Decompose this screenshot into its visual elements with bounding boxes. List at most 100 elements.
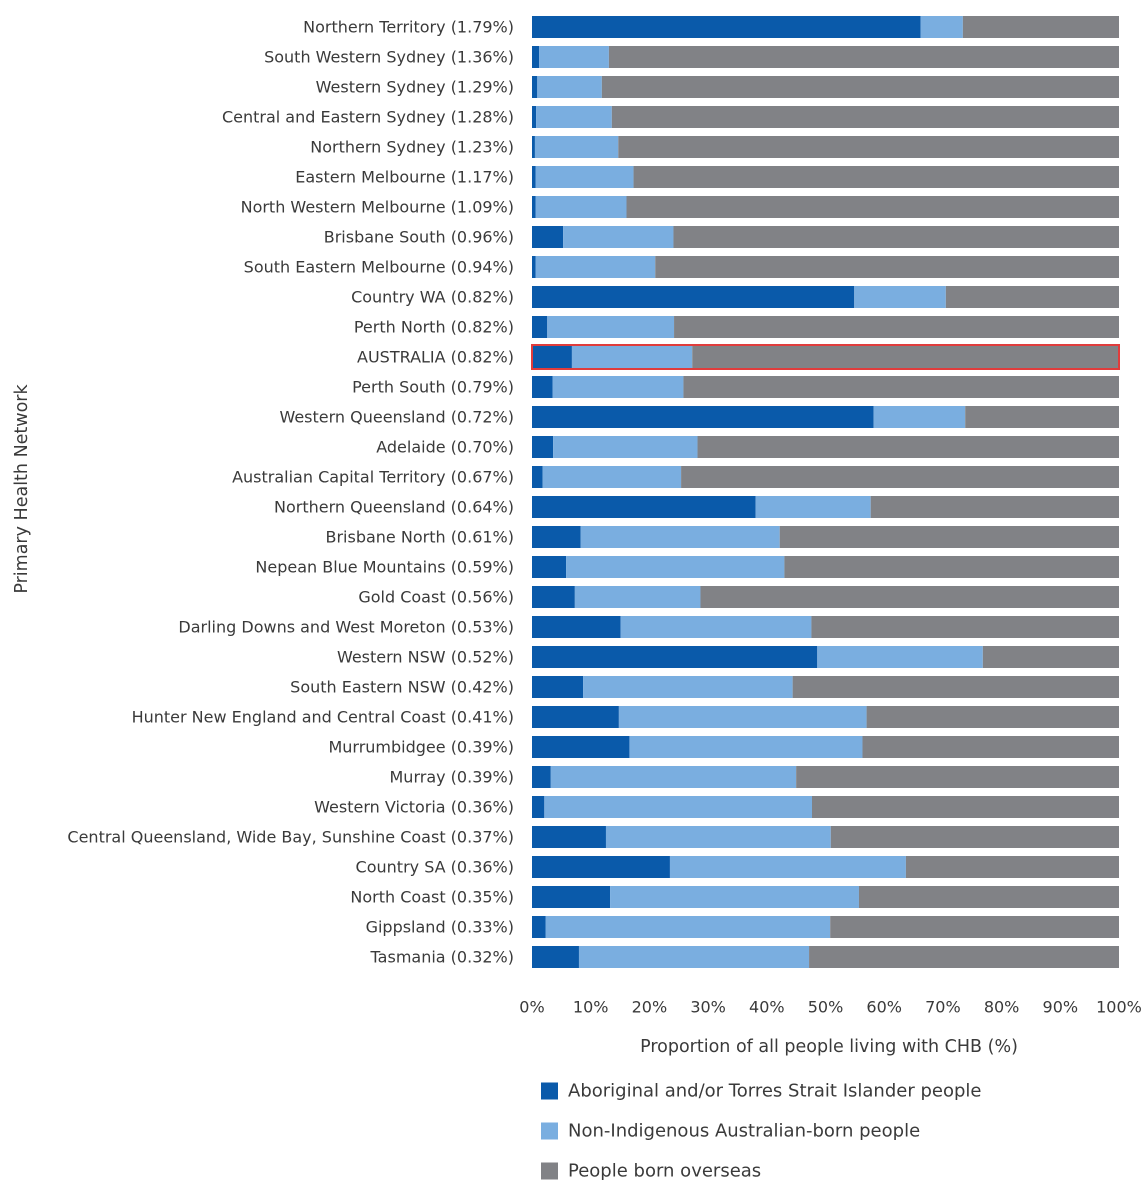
bar-non-indigenous-australian-born-people-murrumbidgee-0-39	[629, 736, 863, 758]
bar-non-indigenous-australian-born-people-central-and-eastern-sydney-1-28	[536, 106, 612, 128]
bar-people-born-overseas-western-nsw-0-52	[982, 646, 1119, 668]
bar-non-indigenous-australian-born-people-murray-0-39	[550, 766, 797, 788]
category-label: Perth North (0.82%)	[354, 318, 514, 337]
bar-aboriginal-and-or-torres-strait-islander-people-darling-downs-and-west-moreton-0-53	[532, 616, 621, 638]
category-label: Murrumbidgee (0.39%)	[328, 738, 514, 757]
bar-people-born-overseas-perth-north-0-82	[674, 316, 1119, 338]
bar-aboriginal-and-or-torres-strait-islander-people-australian-capital-territory-0-67	[532, 466, 543, 488]
bar-non-indigenous-australian-born-people-perth-south-0-79	[552, 376, 684, 398]
bar-people-born-overseas-eastern-melbourne-1-17	[633, 166, 1119, 188]
bar-non-indigenous-australian-born-people-hunter-new-england-and-central-coast-0-41	[618, 706, 867, 728]
bar-aboriginal-and-or-torres-strait-islander-people-adelaide-0-70	[532, 436, 554, 458]
category-label: North Coast (0.35%)	[350, 888, 514, 907]
category-label: Northern Territory (1.79%)	[303, 18, 514, 37]
bar-aboriginal-and-or-torres-strait-islander-people-western-victoria-0-36	[532, 796, 545, 818]
bar-non-indigenous-australian-born-people-north-western-melbourne-1-09	[535, 196, 627, 218]
bar-aboriginal-and-or-torres-strait-islander-people-western-queensland-0-72	[532, 406, 874, 428]
x-tick-label: 0%	[519, 998, 544, 1017]
bar-aboriginal-and-or-torres-strait-islander-people-south-western-sydney-1-36	[532, 46, 540, 68]
bar-people-born-overseas-western-queensland-0-72	[965, 406, 1119, 428]
x-tick-label: 60%	[866, 998, 902, 1017]
legend-label: People born overseas	[568, 1161, 761, 1180]
bar-non-indigenous-australian-born-people-eastern-melbourne-1-17	[535, 166, 634, 188]
bar-aboriginal-and-or-torres-strait-islander-people-central-queensland-wide-bay-sunshine-coast-0-37	[532, 826, 606, 848]
category-label: Gold Coast (0.56%)	[358, 588, 514, 607]
bar-people-born-overseas-nepean-blue-mountains-0-59	[784, 556, 1119, 578]
bar-non-indigenous-australian-born-people-western-nsw-0-52	[817, 646, 983, 668]
category-label: Country SA (0.36%)	[356, 858, 514, 877]
category-label: South Eastern Melbourne (0.94%)	[244, 258, 514, 277]
category-label: Darling Downs and West Moreton (0.53%)	[178, 618, 514, 637]
bar-non-indigenous-australian-born-people-western-sydney-1-29	[537, 76, 602, 98]
category-label: Perth South (0.79%)	[352, 378, 514, 397]
bar-non-indigenous-australian-born-people-south-western-sydney-1-36	[539, 46, 609, 68]
bar-people-born-overseas-brisbane-north-0-61	[779, 526, 1119, 548]
bar-non-indigenous-australian-born-people-australian-capital-territory-0-67	[542, 466, 682, 488]
bar-aboriginal-and-or-torres-strait-islander-people-country-wa-0-82	[532, 286, 855, 308]
bar-people-born-overseas-tasmania-0-32	[809, 946, 1119, 968]
bar-non-indigenous-australian-born-people-brisbane-south-0-96	[563, 226, 674, 248]
bar-non-indigenous-australian-born-people-country-sa-0-36	[669, 856, 906, 878]
legend-swatch-non-indigenous-australian-born-people	[541, 1122, 558, 1140]
bar-aboriginal-and-or-torres-strait-islander-people-murrumbidgee-0-39	[532, 736, 630, 758]
bar-aboriginal-and-or-torres-strait-islander-people-murray-0-39	[532, 766, 551, 788]
category-label: Australian Capital Territory (0.67%)	[232, 468, 514, 487]
bar-people-born-overseas-brisbane-south-0-96	[673, 226, 1119, 248]
bar-people-born-overseas-western-victoria-0-36	[812, 796, 1119, 818]
bar-aboriginal-and-or-torres-strait-islander-people-northern-sydney-1-23	[532, 136, 535, 158]
legend-swatch-aboriginal-and-or-torres-strait-islander-people	[541, 1082, 558, 1100]
bar-people-born-overseas-south-eastern-nsw-0-42	[792, 676, 1119, 698]
bar-people-born-overseas-northern-territory-1-79	[962, 16, 1119, 38]
bar-people-born-overseas-north-coast-0-35	[858, 886, 1119, 908]
bar-people-born-overseas-australia-0-82	[692, 346, 1119, 368]
bar-people-born-overseas-northern-queensland-0-64	[870, 496, 1119, 518]
bar-aboriginal-and-or-torres-strait-islander-people-australia-0-82	[532, 346, 572, 368]
bar-non-indigenous-australian-born-people-gippsland-0-33	[545, 916, 831, 938]
bar-aboriginal-and-or-torres-strait-islander-people-nepean-blue-mountains-0-59	[532, 556, 567, 578]
bar-non-indigenous-australian-born-people-south-eastern-nsw-0-42	[583, 676, 793, 698]
bar-people-born-overseas-north-western-melbourne-1-09	[626, 196, 1119, 218]
bar-non-indigenous-australian-born-people-australia-0-82	[571, 346, 693, 368]
bar-people-born-overseas-murrumbidgee-0-39	[862, 736, 1119, 758]
x-tick-label: 80%	[984, 998, 1020, 1017]
bar-non-indigenous-australian-born-people-country-wa-0-82	[854, 286, 946, 308]
bar-aboriginal-and-or-torres-strait-islander-people-perth-south-0-79	[532, 376, 553, 398]
x-axis-title: Proportion of all people living with CHB…	[640, 1037, 1018, 1057]
bar-aboriginal-and-or-torres-strait-islander-people-perth-north-0-82	[532, 316, 548, 338]
bar-non-indigenous-australian-born-people-gold-coast-0-56	[574, 586, 701, 608]
x-tick-label: 50%	[808, 998, 844, 1017]
category-label: Tasmania (0.32%)	[370, 948, 514, 967]
bar-aboriginal-and-or-torres-strait-islander-people-central-and-eastern-sydney-1-28	[532, 106, 537, 128]
bar-aboriginal-and-or-torres-strait-islander-people-western-nsw-0-52	[532, 646, 818, 668]
bar-people-born-overseas-central-and-eastern-sydney-1-28	[611, 106, 1119, 128]
bar-aboriginal-and-or-torres-strait-islander-people-hunter-new-england-and-central-coast-0-41	[532, 706, 619, 728]
x-tick-label: 90%	[1043, 998, 1079, 1017]
bar-non-indigenous-australian-born-people-northern-queensland-0-64	[755, 496, 871, 518]
bar-aboriginal-and-or-torres-strait-islander-people-north-western-melbourne-1-09	[532, 196, 536, 218]
bar-non-indigenous-australian-born-people-northern-territory-1-79	[920, 16, 963, 38]
bar-aboriginal-and-or-torres-strait-islander-people-south-eastern-nsw-0-42	[532, 676, 584, 698]
x-tick-label: 70%	[925, 998, 961, 1017]
bar-non-indigenous-australian-born-people-nepean-blue-mountains-0-59	[566, 556, 785, 578]
legend-swatch-people-born-overseas	[541, 1162, 558, 1180]
bar-aboriginal-and-or-torres-strait-islander-people-country-sa-0-36	[532, 856, 670, 878]
bar-people-born-overseas-country-sa-0-36	[905, 856, 1119, 878]
bar-aboriginal-and-or-torres-strait-islander-people-gippsland-0-33	[532, 916, 546, 938]
bar-aboriginal-and-or-torres-strait-islander-people-south-eastern-melbourne-0-94	[532, 256, 536, 278]
bar-people-born-overseas-country-wa-0-82	[945, 286, 1119, 308]
bar-people-born-overseas-perth-south-0-79	[683, 376, 1119, 398]
bar-people-born-overseas-hunter-new-england-and-central-coast-0-41	[866, 706, 1119, 728]
bar-aboriginal-and-or-torres-strait-islander-people-tasmania-0-32	[532, 946, 579, 968]
category-label: South Eastern NSW (0.42%)	[290, 678, 514, 697]
bar-people-born-overseas-western-sydney-1-29	[601, 76, 1119, 98]
bar-people-born-overseas-south-western-sydney-1-36	[608, 46, 1119, 68]
bar-non-indigenous-australian-born-people-north-coast-0-35	[610, 886, 859, 908]
bar-people-born-overseas-darling-downs-and-west-moreton-0-53	[811, 616, 1119, 638]
highlight-outline	[531, 344, 1120, 370]
bar-people-born-overseas-central-queensland-wide-bay-sunshine-coast-0-37	[830, 826, 1119, 848]
bar-people-born-overseas-murray-0-39	[796, 766, 1119, 788]
bar-people-born-overseas-gold-coast-0-56	[700, 586, 1119, 608]
legend-label: Non-Indigenous Australian-born people	[568, 1121, 920, 1142]
